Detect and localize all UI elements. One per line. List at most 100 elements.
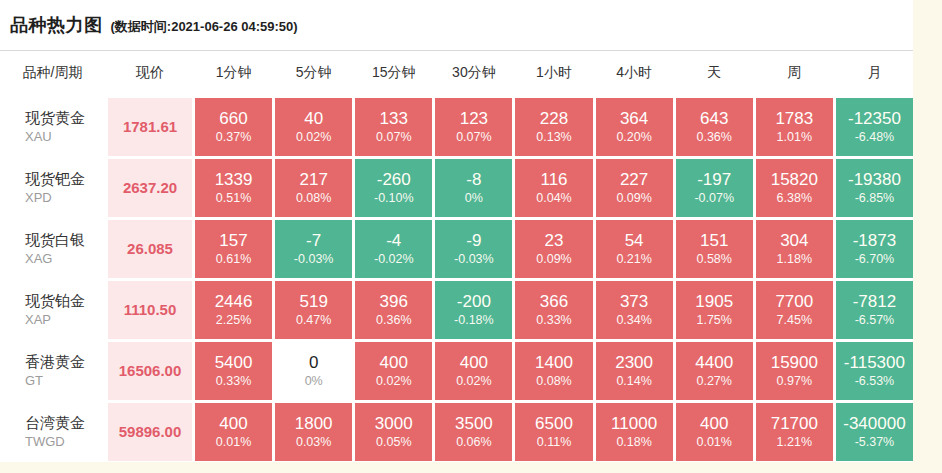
heat-cell: 44000.27% xyxy=(676,342,753,400)
heat-cell-value: 227 xyxy=(620,169,648,190)
heat-cell-value: 133 xyxy=(380,108,408,129)
heat-cell: 4000.02% xyxy=(355,342,432,400)
heat-cell-value: -260 xyxy=(377,169,411,190)
heat-cell: 3041.18% xyxy=(756,220,833,278)
heat-cell-value: 4400 xyxy=(695,352,733,373)
heat-cell-value: 40 xyxy=(304,108,323,129)
heat-cell-value: 1783 xyxy=(775,108,813,129)
instrument-cell[interactable]: 现货钯金XPD xyxy=(0,159,105,217)
instrument-code: XAG xyxy=(25,251,52,267)
title-row: 品种热力图 (数据时间:2021-06-26 04:59:50) xyxy=(0,0,913,50)
heat-cell-percent: 1.01% xyxy=(777,130,812,146)
heat-cell-value: 23 xyxy=(545,230,564,251)
heat-cell: 65000.11% xyxy=(515,403,592,461)
heat-cell-percent: 0.06% xyxy=(456,435,491,451)
heat-cell: 23000.14% xyxy=(596,342,673,400)
heat-cell-percent: 0% xyxy=(465,191,483,207)
instrument-name: 台湾黄金 xyxy=(25,414,85,433)
heat-cell-percent: -0.03% xyxy=(454,252,494,268)
heat-cell-value: 0 xyxy=(309,352,318,373)
heat-cell-percent: 0.36% xyxy=(376,313,411,329)
heat-cell: 4000.01% xyxy=(195,403,272,461)
heat-cell-value: 3000 xyxy=(375,413,413,434)
heat-cell: 1330.07% xyxy=(355,98,432,156)
heat-cell-percent: -6.57% xyxy=(855,313,895,329)
data-timestamp: (数据时间:2021-06-26 04:59:50) xyxy=(111,15,298,36)
heat-cell-value: 1400 xyxy=(535,352,573,373)
heat-cell-percent: 0.04% xyxy=(536,191,571,207)
instrument-code: GT xyxy=(25,373,43,389)
heat-cell-value: -9 xyxy=(466,230,481,251)
heat-cell-percent: 0.58% xyxy=(696,252,731,268)
heat-cell-value: 15900 xyxy=(771,352,818,373)
column-header-5: 30分钟 xyxy=(435,51,512,95)
heat-cell: 24462.25% xyxy=(195,281,272,339)
heat-cell-value: -200 xyxy=(457,291,491,312)
instrument-code: TWGD xyxy=(25,434,65,450)
heat-cell-value: 1905 xyxy=(695,291,733,312)
heat-cell-value: 15820 xyxy=(771,169,818,190)
heat-cell-value: -115300 xyxy=(844,352,905,373)
heat-cell-percent: 0.36% xyxy=(696,130,731,146)
heat-cell-percent: -0.07% xyxy=(694,191,734,207)
heat-cell: 230.09% xyxy=(515,220,592,278)
heat-cell: 00% xyxy=(275,342,352,400)
instrument-cell[interactable]: 现货黄金XAU xyxy=(0,98,105,156)
heat-cell: 35000.06% xyxy=(435,403,512,461)
heat-cell-value: -12350 xyxy=(848,108,901,129)
heat-cell-percent: -0.02% xyxy=(374,252,414,268)
heat-cell-percent: -6.53% xyxy=(855,374,895,390)
instrument-cell[interactable]: 香港黄金GT xyxy=(0,342,105,400)
heat-cell-value: 123 xyxy=(460,108,488,129)
heat-cell-value: 5400 xyxy=(215,352,253,373)
heat-cell-percent: 0.14% xyxy=(616,374,651,390)
heat-cell-value: -7812 xyxy=(853,291,896,312)
heat-cell-value: 400 xyxy=(219,413,247,434)
heat-cell-value: -197 xyxy=(697,169,731,190)
current-price-cell: 26.085 xyxy=(108,220,192,278)
heat-cell: 30000.05% xyxy=(355,403,432,461)
heat-cell-percent: 0.07% xyxy=(456,130,491,146)
current-price-cell: 16506.00 xyxy=(108,342,192,400)
heat-cell-percent: 0.11% xyxy=(537,435,572,451)
heat-cell-percent: 0.18% xyxy=(616,435,651,451)
heat-cell-value: -340000 xyxy=(843,413,905,434)
heat-cell-percent: 0.03% xyxy=(296,435,331,451)
heat-cell: -340000-5.37% xyxy=(836,403,913,461)
instrument-cell[interactable]: 台湾黄金TWGD xyxy=(0,403,105,461)
heat-cell-value: 660 xyxy=(219,108,247,129)
heat-cell-percent: 0.21% xyxy=(616,252,651,268)
heat-cell: -19380-6.85% xyxy=(836,159,913,217)
instrument-name: 现货钯金 xyxy=(25,170,85,189)
heat-cell-value: 400 xyxy=(380,352,408,373)
heat-cell-percent: 6.38% xyxy=(777,191,812,207)
heat-cell-value: 2300 xyxy=(615,352,653,373)
heat-cell-value: 116 xyxy=(540,169,567,190)
heat-cell: -9-0.03% xyxy=(435,220,512,278)
instrument-cell[interactable]: 现货白银XAG xyxy=(0,220,105,278)
heat-cell: -197-0.07% xyxy=(676,159,753,217)
heat-cell: 3640.20% xyxy=(596,98,673,156)
heat-cell: 13390.51% xyxy=(195,159,272,217)
heat-cell: 19051.75% xyxy=(676,281,753,339)
heat-cell-value: 157 xyxy=(219,230,247,251)
heat-cell-percent: -5.37% xyxy=(855,435,895,451)
heat-cell: 540.21% xyxy=(596,220,673,278)
heat-cell-percent: 0.20% xyxy=(616,130,651,146)
heat-cell: 2280.13% xyxy=(515,98,592,156)
column-header-2: 1分钟 xyxy=(195,51,272,95)
heat-cell-percent: -6.70% xyxy=(855,252,895,268)
heat-cell: 18000.03% xyxy=(275,403,352,461)
instrument-name: 现货白银 xyxy=(25,231,85,250)
heat-cell-percent: -0.03% xyxy=(294,252,334,268)
heat-cell-percent: 0.05% xyxy=(376,435,411,451)
current-price-cell: 2637.20 xyxy=(108,159,192,217)
heat-cell: 6600.37% xyxy=(195,98,272,156)
column-header-4: 15分钟 xyxy=(355,51,432,95)
heat-cell-value: 364 xyxy=(620,108,648,129)
heat-cell-percent: -6.48% xyxy=(855,130,895,146)
column-header-7: 4小时 xyxy=(596,51,673,95)
heat-cell-value: 366 xyxy=(540,291,568,312)
heat-cell-percent: 0.61% xyxy=(216,252,251,268)
instrument-cell[interactable]: 现货铂金XAP xyxy=(0,281,105,339)
